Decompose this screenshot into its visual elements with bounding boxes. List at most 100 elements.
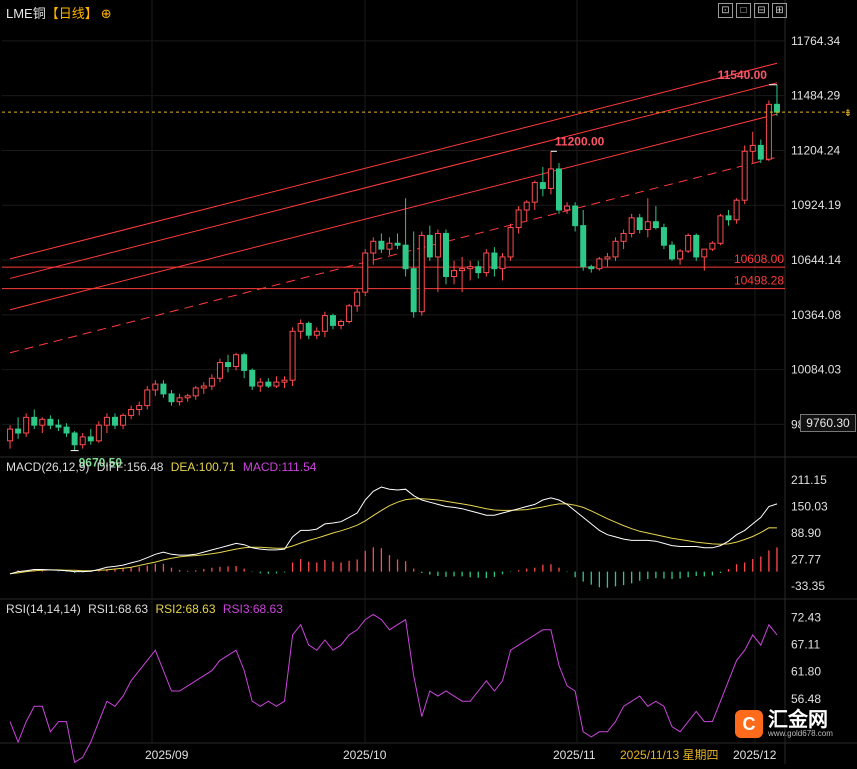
- candle-body: [289, 330, 296, 381]
- rsi-tick-label: 61.80: [791, 665, 821, 679]
- candle-body: [596, 258, 603, 270]
- fullscreen-icon[interactable]: ⊡: [718, 3, 733, 18]
- gold678-logo-icon: C: [735, 710, 763, 738]
- candle-body: [491, 252, 498, 270]
- low-label: 9670.50: [79, 456, 123, 470]
- candle-body: [733, 199, 740, 221]
- candle-body: [386, 242, 393, 250]
- zoom-in-icon[interactable]: ⊞: [772, 3, 787, 18]
- axes: 11764.34 11484.29 11204.24 10924.19 10644.14…: [145, 34, 841, 762]
- candle-body: [620, 232, 627, 242]
- rsi-tick-label: 67.11: [791, 638, 820, 652]
- rsi-line: [9, 613, 778, 764]
- candle-body: [321, 315, 328, 332]
- target-icon[interactable]: ⊕: [100, 6, 112, 21]
- price-tick-label: 10924.19: [791, 198, 841, 212]
- symbol-label: LME铜: [6, 6, 46, 21]
- macd-tick-label: 150.03: [791, 500, 828, 514]
- rsi-panel: [9, 613, 778, 764]
- candle-body: [7, 428, 14, 442]
- macd-legend[interactable]: MACD(26,12,9) DIFF:156.48 DEA:100.71 MAC…: [6, 460, 320, 474]
- price-tick-label: 10644.14: [791, 253, 841, 267]
- candle-body: [555, 168, 562, 211]
- candle-body: [39, 418, 46, 426]
- current-price-arrow-icon: ⇟: [844, 108, 852, 119]
- price-tick-label: 10084.03: [791, 363, 841, 377]
- candle-body: [717, 215, 724, 244]
- zoom-out-icon[interactable]: ⊟: [754, 3, 769, 18]
- high-label: 11540.00: [718, 68, 768, 82]
- candle-body: [346, 305, 353, 322]
- support-2-label: 10498.28: [734, 274, 784, 288]
- candle-body: [144, 389, 151, 407]
- mid-high-label: 11200.00: [555, 134, 605, 148]
- rsi-legend-rsi1: RSI1:68.63: [88, 602, 149, 616]
- chart-title[interactable]: LME铜【日线】 ⊕: [6, 3, 112, 22]
- candle-body: [701, 248, 708, 258]
- rsi-legend-name: RSI(14,14,14): [6, 602, 81, 616]
- candle-body: [103, 416, 110, 426]
- support-1-label: 10608.00: [734, 252, 784, 266]
- candle-body: [572, 205, 579, 227]
- candle-body: [216, 362, 223, 379]
- candle-body: [475, 266, 482, 274]
- candle-body: [644, 221, 651, 231]
- trend-line: [9, 82, 778, 279]
- candle-body: [604, 256, 611, 260]
- candle-body: [531, 182, 538, 203]
- trend-line: [9, 62, 778, 260]
- candle-body: [459, 268, 466, 272]
- candle-body: [79, 436, 86, 446]
- candle-body: [725, 215, 732, 221]
- restore-icon[interactable]: □: [736, 3, 751, 18]
- candle-body: [305, 322, 312, 336]
- price-panel: 10608.00 10498.28 ⇟ 11540.00 11200.00 9670.50: [2, 62, 852, 470]
- candle-body: [176, 397, 183, 403]
- candle-body: [757, 144, 764, 160]
- macd-diff-line: [9, 486, 778, 575]
- candle-body: [677, 250, 684, 260]
- candle-body: [329, 315, 336, 326]
- candle-body: [483, 252, 490, 274]
- candle-body: [136, 405, 143, 411]
- candle-body: [765, 103, 772, 160]
- candle-body: [168, 393, 175, 403]
- candle-body: [71, 432, 78, 446]
- candle-body: [354, 291, 361, 307]
- macd-dea-line: [9, 498, 778, 575]
- candle-body: [418, 234, 425, 313]
- price-tick-label: 11764.34: [791, 34, 840, 48]
- candle-body: [588, 266, 595, 270]
- candle-body: [394, 242, 401, 246]
- candle-body: [31, 416, 38, 426]
- macd-legend-name: MACD(26,12,9): [6, 460, 90, 474]
- macd-legend-diff: DIFF:156.48: [96, 460, 164, 474]
- macd-tick-label: -33.35: [791, 579, 825, 593]
- candle-body: [612, 240, 619, 258]
- candle-body: [257, 381, 264, 387]
- candle-body: [741, 150, 748, 201]
- watermark-logo: C 汇金网 www.gold678.com: [735, 707, 847, 741]
- candle-body: [669, 244, 676, 260]
- candle-body: [523, 201, 530, 211]
- candle-body: [515, 209, 522, 229]
- period-label: 【日线】: [45, 6, 98, 21]
- rsi-tick-label: 72.43: [791, 610, 821, 624]
- rsi-legend[interactable]: RSI(14,14,14) RSI1:68.63 RSI2:68.63 RSI3…: [6, 602, 287, 616]
- x-axis-label: 2025/09: [145, 748, 189, 762]
- candle-body: [87, 436, 94, 442]
- candle-body: [47, 418, 54, 426]
- candle-body: [313, 330, 320, 336]
- rsi-tick-label: 56.48: [791, 692, 821, 706]
- price-tick-label: 11204.24: [791, 143, 840, 157]
- candle-body: [63, 426, 70, 434]
- x-axis-label: 2025/10: [343, 748, 387, 762]
- candle-body: [539, 182, 546, 189]
- candle-body: [660, 227, 667, 246]
- candle-body: [362, 252, 369, 293]
- candle-body: [265, 381, 272, 387]
- toolbar: ⊡ □ ⊟ ⊞: [718, 3, 787, 18]
- trend-line: [9, 113, 778, 311]
